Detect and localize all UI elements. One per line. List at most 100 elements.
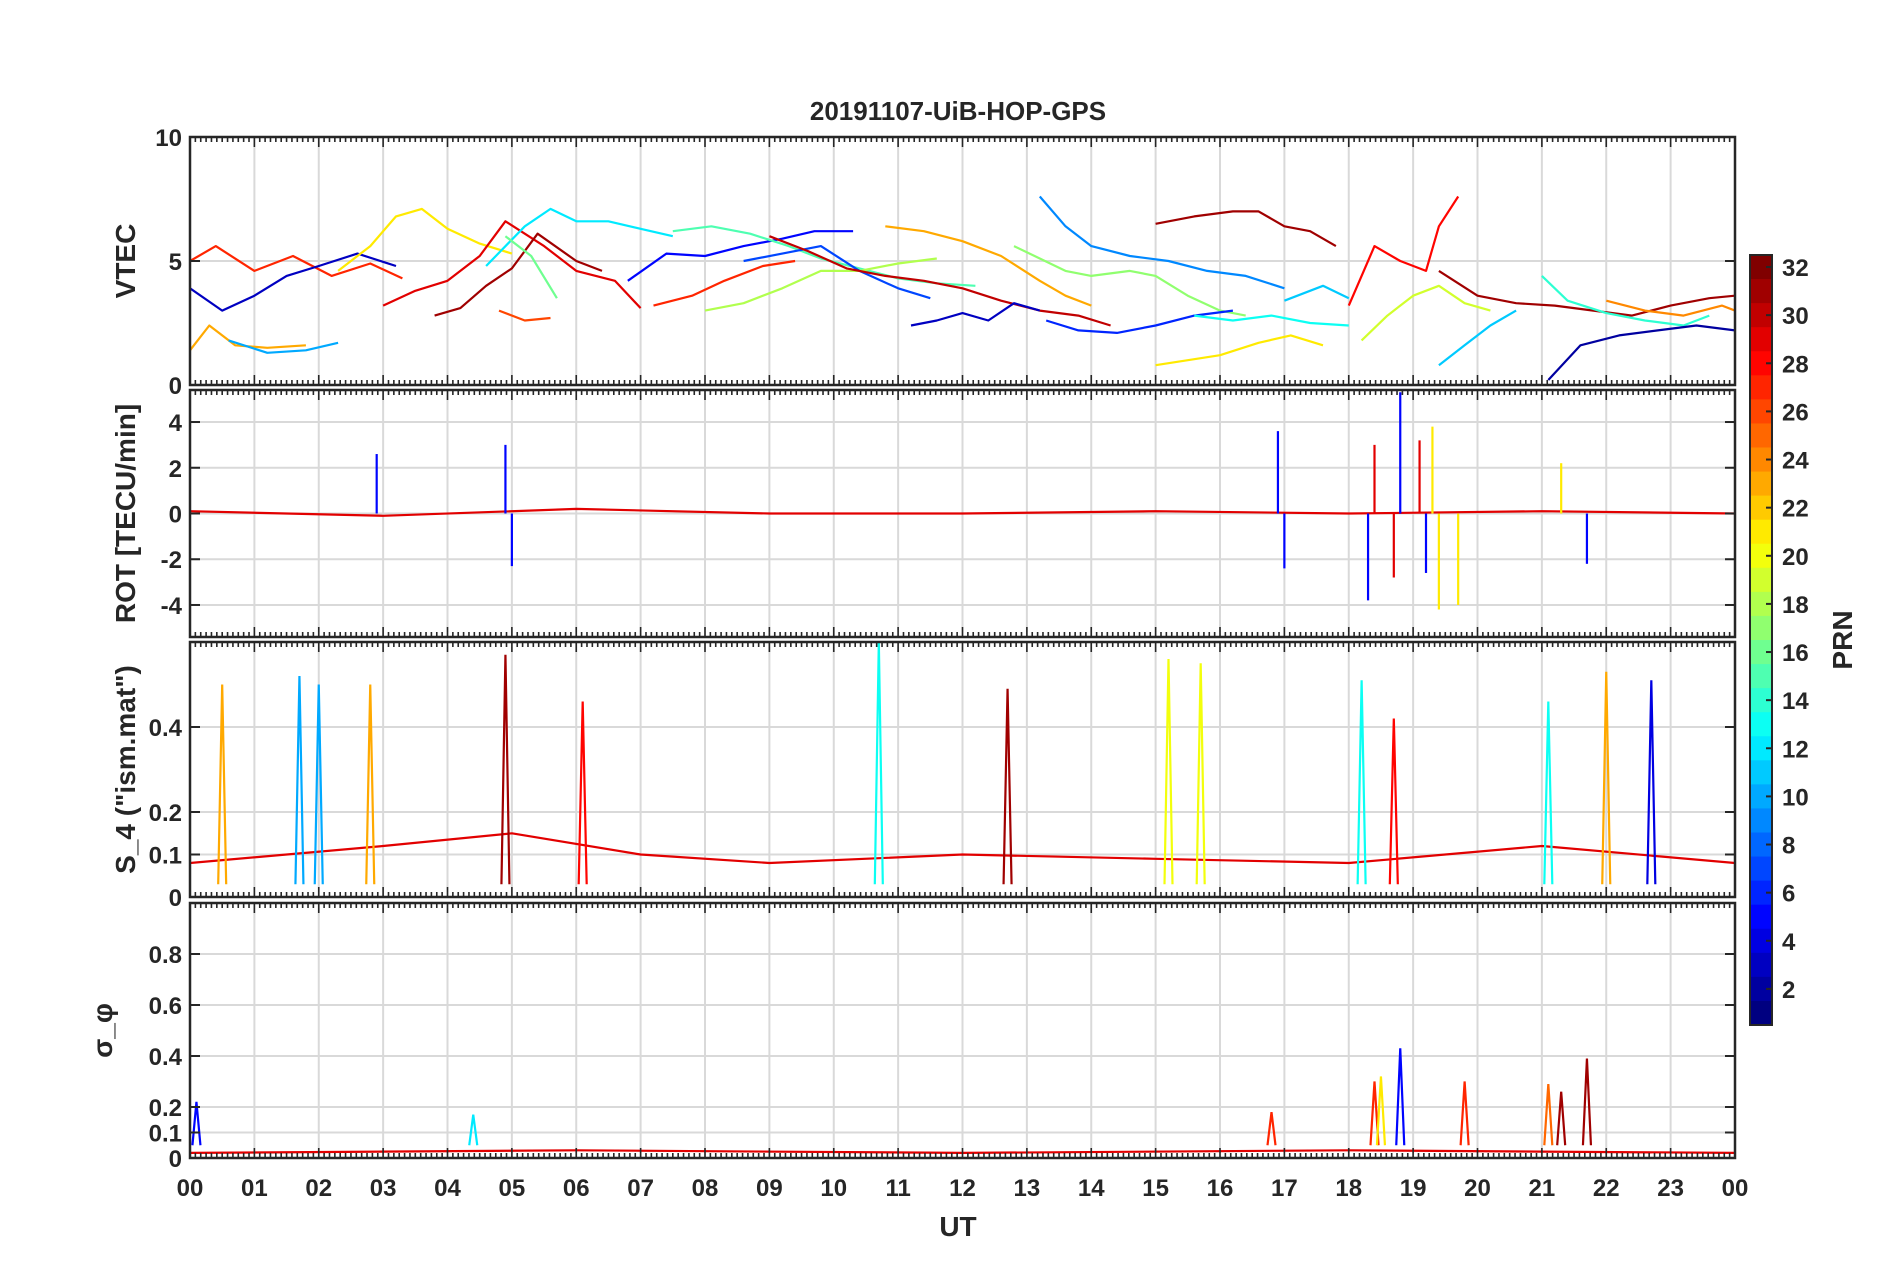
peak-prn-23 xyxy=(1601,671,1612,885)
x-tick-label: 01 xyxy=(241,1175,268,1202)
peak-prn-13 xyxy=(1543,701,1554,885)
series-line-prn-24 xyxy=(1606,299,1735,317)
colorbar-segment xyxy=(1750,279,1772,304)
y-tick-label: 0 xyxy=(169,1146,182,1173)
y-axis-label: VTEC xyxy=(110,224,141,299)
colorbar-tick-label: 24 xyxy=(1782,448,1809,475)
series-line-prn-13 xyxy=(1194,314,1349,327)
colorbar-segment xyxy=(1750,615,1772,641)
x-tick-label: 17 xyxy=(1271,1175,1298,1202)
peak-prn-13 xyxy=(1356,680,1367,885)
y-tick-label: 0.2 xyxy=(149,800,182,827)
y-tick-label: 0.4 xyxy=(149,1044,183,1071)
series-line-prn-31 xyxy=(1438,269,1735,317)
series-line-prn-31 xyxy=(434,232,603,317)
x-tick-label: 20 xyxy=(1464,1175,1491,1202)
panel-3: 0 0.1 0.2 0.4 S_4 ("ism.mat") xyxy=(110,640,1737,912)
colorbar-tick-label: 16 xyxy=(1782,640,1809,667)
x-tick-label: 13 xyxy=(1014,1175,1041,1202)
colorbar-segment xyxy=(1750,736,1772,761)
series-line-prn-10 xyxy=(228,339,339,354)
series-line-prn-18 xyxy=(704,257,937,312)
colorbar-segment xyxy=(1750,399,1772,425)
colorbar-segment xyxy=(1750,567,1772,593)
panel-data xyxy=(190,642,1735,885)
x-tick-label: 07 xyxy=(627,1175,654,1202)
peak-prn-23 xyxy=(217,684,228,885)
peak-prn-10 xyxy=(294,675,305,885)
peak-prn-28 xyxy=(1388,718,1399,885)
colorbar-tick-label: 22 xyxy=(1782,496,1809,523)
x-tick-label: 06 xyxy=(563,1175,590,1202)
peak-prn-25 xyxy=(1543,1083,1554,1146)
x-tick-label: 10 xyxy=(820,1175,847,1202)
peak-prn-5 xyxy=(191,1101,202,1146)
colorbar-segment xyxy=(1750,495,1772,521)
series-line-prn-26 xyxy=(498,309,551,322)
y-tick-label: 0 xyxy=(169,885,182,912)
colorbar-segment xyxy=(1750,543,1772,569)
x-tick-label: 18 xyxy=(1335,1175,1362,1202)
colorbar-segment xyxy=(1750,375,1772,400)
colorbar-segment xyxy=(1750,327,1772,352)
y-tick-label: 5 xyxy=(169,249,182,276)
y-tick-label: 0.1 xyxy=(149,843,182,870)
colorbar-segment xyxy=(1750,784,1772,810)
colorbar-tick-label: 32 xyxy=(1782,255,1809,282)
colorbar-label: PRN xyxy=(1827,610,1858,669)
y-tick-label: 10 xyxy=(155,125,182,152)
colorbar-segment xyxy=(1750,832,1772,858)
colorbar-tick-label: 30 xyxy=(1782,303,1809,330)
peak-prn-12 xyxy=(468,1114,479,1146)
series-line-prn-11 xyxy=(1284,284,1350,302)
peak-prn-4 xyxy=(1646,680,1657,885)
panel-data xyxy=(190,195,1735,381)
series-line-prn-17 xyxy=(1013,245,1246,317)
panel-2: -4 -2 0 2 4 ROT [TECU/min] xyxy=(110,388,1737,639)
colorbar-segment xyxy=(1750,664,1772,689)
colorbar-segment xyxy=(1750,928,1772,954)
colorbar-frame xyxy=(1749,254,1773,1026)
peak-prn-20 xyxy=(1163,658,1174,885)
colorbar-tick-label: 12 xyxy=(1782,736,1809,763)
x-tick-label: 02 xyxy=(305,1175,332,1202)
colorbar-tick-label: 2 xyxy=(1782,977,1795,1004)
x-tick-label: 11 xyxy=(885,1175,910,1202)
y-tick-label: 0 xyxy=(169,502,182,529)
x-tick-label: 12 xyxy=(949,1175,976,1202)
colorbar-segment xyxy=(1750,591,1772,617)
colorbar-tick-label: 26 xyxy=(1782,399,1809,426)
colorbar-segment xyxy=(1750,471,1772,497)
colorbar-segment xyxy=(1750,447,1772,473)
series-line-prn-5 xyxy=(627,230,854,282)
chart-title: 20191107-UiB-HOP-GPS xyxy=(810,96,1106,126)
y-tick-label: 0.4 xyxy=(149,715,183,742)
peak-prn-27 xyxy=(1459,1081,1470,1146)
y-axis-label: ROT [TECU/min] xyxy=(110,404,141,623)
colorbar-segment xyxy=(1750,303,1772,328)
peak-prn-21 xyxy=(1375,1076,1387,1146)
colorbar-tick-label: 8 xyxy=(1782,833,1795,860)
x-tick-label: 09 xyxy=(756,1175,783,1202)
x-tick-label: 00 xyxy=(1722,1175,1749,1202)
series-line-prn-14 xyxy=(1541,275,1710,327)
colorbar-segment xyxy=(1750,351,1772,376)
peak-prn-5 xyxy=(1395,1048,1406,1146)
colorbar-segment xyxy=(1750,880,1772,906)
colorbar-segment xyxy=(1750,519,1772,545)
x-tick-label: 23 xyxy=(1657,1175,1684,1202)
series-line-prn-29 xyxy=(382,220,642,309)
x-tick-label: 22 xyxy=(1593,1175,1620,1202)
colorbar-tick-label: 6 xyxy=(1782,881,1795,908)
colorbar-segment xyxy=(1750,760,1772,785)
colorbar-tick-label: 28 xyxy=(1782,351,1809,378)
colorbar-tick-label: 20 xyxy=(1782,544,1809,571)
y-tick-label: 2 xyxy=(169,456,182,483)
x-axis-label: UT xyxy=(939,1211,976,1242)
series-line-prn-28 xyxy=(1347,195,1460,307)
series-line-prn-7 xyxy=(743,245,931,300)
peak-prn-31 xyxy=(1002,688,1013,885)
series-line-prn-6 xyxy=(1045,309,1234,334)
